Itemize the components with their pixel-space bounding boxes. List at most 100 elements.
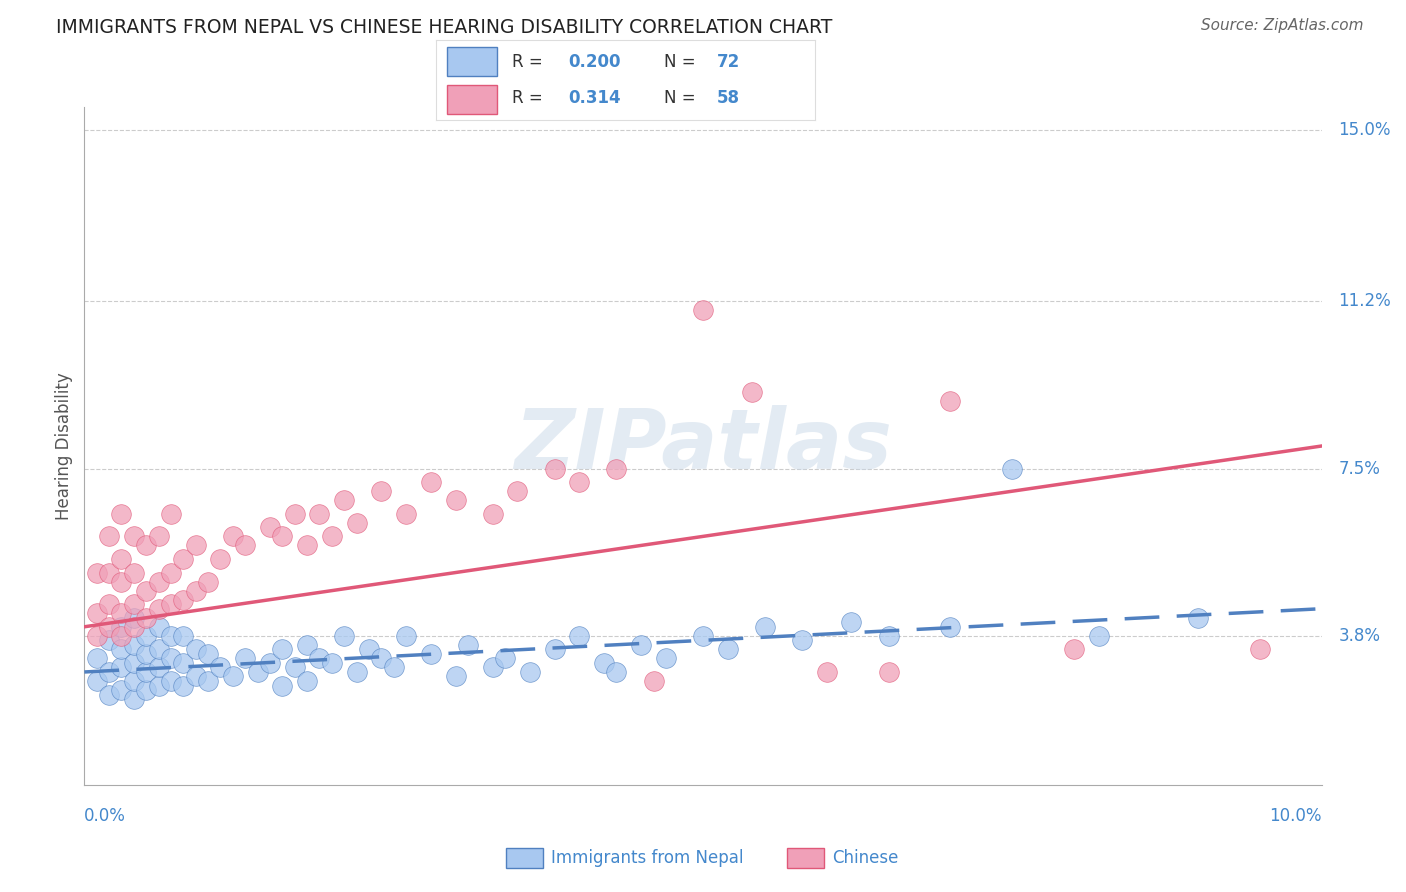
Point <box>110 642 132 657</box>
Point <box>98 665 121 679</box>
Point <box>86 629 108 643</box>
Text: Immigrants from Nepal: Immigrants from Nepal <box>551 849 744 867</box>
Point <box>98 597 121 611</box>
Point <box>135 583 157 598</box>
Text: 0.314: 0.314 <box>569 89 621 107</box>
Point <box>494 651 516 665</box>
Point <box>382 660 405 674</box>
Point <box>568 475 591 490</box>
Point <box>172 679 194 693</box>
Y-axis label: Hearing Disability: Hearing Disability <box>55 372 73 520</box>
Point <box>197 574 219 589</box>
Point <box>86 606 108 620</box>
Point <box>135 538 157 552</box>
Point <box>333 629 356 643</box>
Point <box>271 642 294 657</box>
Point <box>692 303 714 318</box>
Point <box>321 656 343 670</box>
Point <box>122 656 145 670</box>
Point <box>284 660 307 674</box>
Point <box>110 660 132 674</box>
Point <box>110 683 132 698</box>
Text: 15.0%: 15.0% <box>1339 120 1391 138</box>
Point <box>135 665 157 679</box>
Point <box>259 656 281 670</box>
Point <box>395 629 418 643</box>
Point <box>717 642 740 657</box>
Point <box>184 642 207 657</box>
Point <box>877 629 900 643</box>
Point <box>122 692 145 706</box>
Point <box>98 633 121 648</box>
Point <box>98 529 121 543</box>
Point <box>148 679 170 693</box>
Point <box>419 647 441 661</box>
Point <box>790 633 813 648</box>
Point <box>160 507 183 521</box>
Point <box>481 507 503 521</box>
Point <box>135 683 157 698</box>
Point <box>86 651 108 665</box>
Point <box>148 660 170 674</box>
Point <box>135 647 157 661</box>
Point <box>295 638 318 652</box>
Point <box>284 507 307 521</box>
Point <box>259 520 281 534</box>
Point <box>122 638 145 652</box>
Point <box>209 660 232 674</box>
Point <box>271 529 294 543</box>
Point <box>370 484 392 499</box>
Point <box>246 665 269 679</box>
Point <box>122 566 145 580</box>
Point <box>395 507 418 521</box>
Text: Source: ZipAtlas.com: Source: ZipAtlas.com <box>1201 18 1364 33</box>
Point <box>605 461 627 475</box>
Point <box>877 665 900 679</box>
Point <box>110 552 132 566</box>
Point <box>148 620 170 634</box>
Point <box>519 665 541 679</box>
Point <box>160 673 183 688</box>
Point <box>1187 611 1209 625</box>
Point <box>1249 642 1271 657</box>
Text: ZIPatlas: ZIPatlas <box>515 406 891 486</box>
Text: 10.0%: 10.0% <box>1270 807 1322 825</box>
Point <box>1063 642 1085 657</box>
Point <box>98 620 121 634</box>
Point <box>160 629 183 643</box>
Point <box>222 529 245 543</box>
Point <box>209 552 232 566</box>
Point <box>605 665 627 679</box>
Point <box>568 629 591 643</box>
Point <box>333 493 356 508</box>
Point <box>444 493 467 508</box>
Text: Chinese: Chinese <box>832 849 898 867</box>
Point <box>543 461 565 475</box>
Point <box>643 673 665 688</box>
Point <box>444 669 467 683</box>
Point <box>1088 629 1111 643</box>
Point <box>110 606 132 620</box>
Point <box>172 592 194 607</box>
Point <box>754 620 776 634</box>
Text: IMMIGRANTS FROM NEPAL VS CHINESE HEARING DISABILITY CORRELATION CHART: IMMIGRANTS FROM NEPAL VS CHINESE HEARING… <box>56 18 832 37</box>
Point <box>741 384 763 399</box>
Point <box>86 673 108 688</box>
FancyBboxPatch shape <box>447 85 496 114</box>
Point <box>457 638 479 652</box>
Point <box>86 566 108 580</box>
Point <box>543 642 565 657</box>
Point <box>357 642 380 657</box>
Point <box>160 597 183 611</box>
Point <box>295 673 318 688</box>
Point <box>655 651 678 665</box>
Text: 0.0%: 0.0% <box>84 807 127 825</box>
Point <box>135 611 157 625</box>
Point <box>233 538 256 552</box>
Point <box>148 601 170 615</box>
Text: 11.2%: 11.2% <box>1339 293 1392 310</box>
Point <box>110 507 132 521</box>
Text: R =: R = <box>512 53 548 70</box>
Point <box>197 647 219 661</box>
Point <box>172 656 194 670</box>
